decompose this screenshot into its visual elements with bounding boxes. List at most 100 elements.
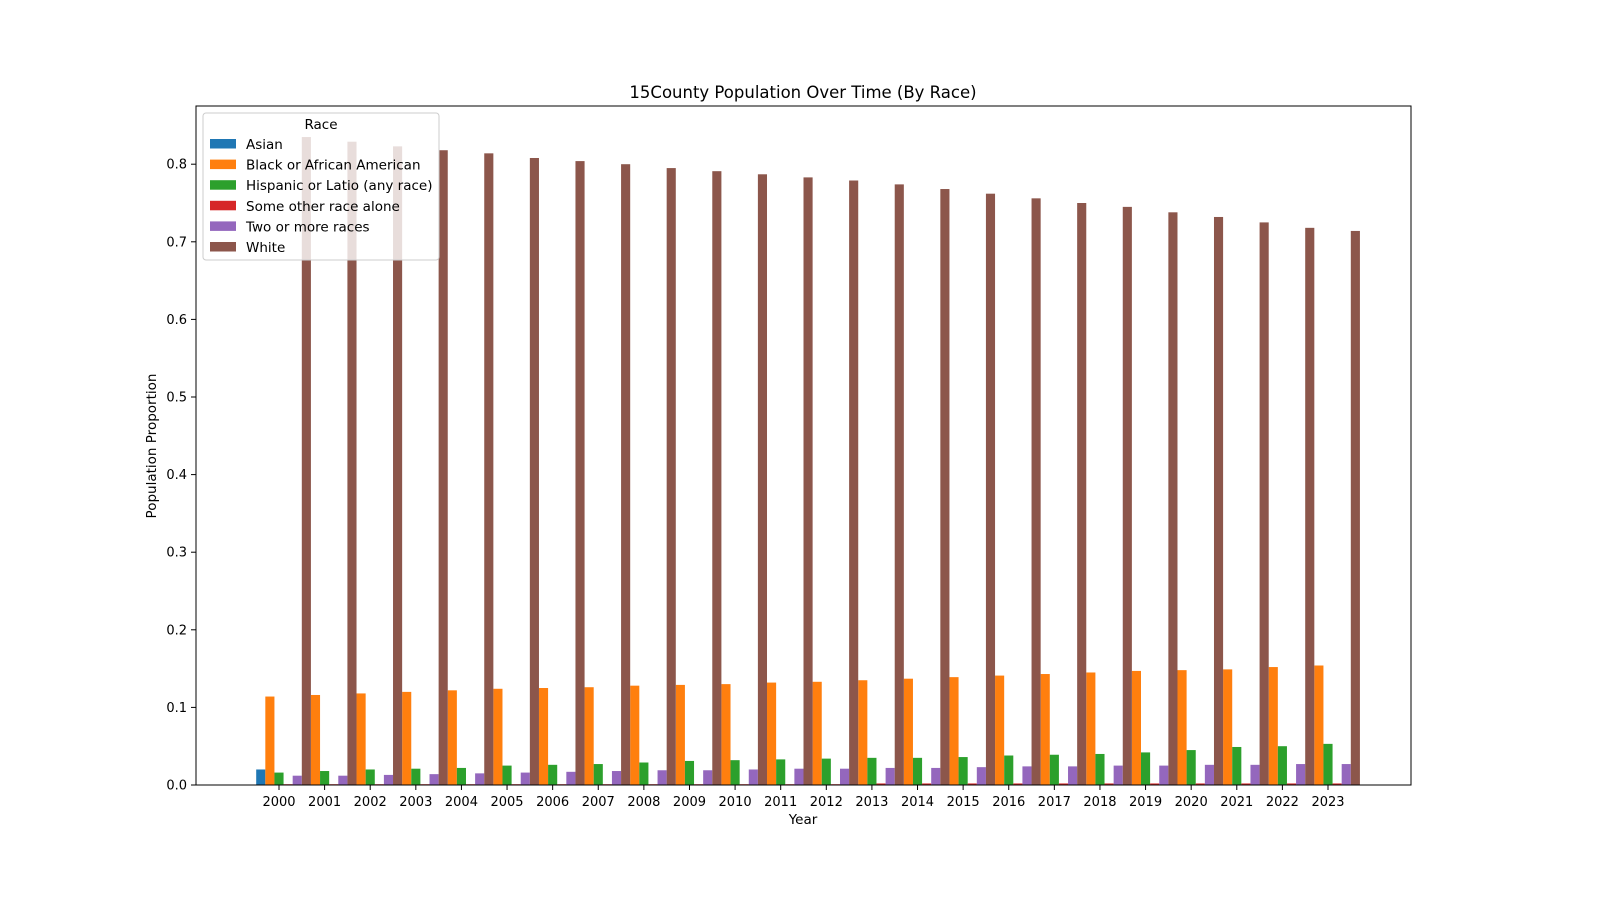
- bar: [958, 757, 968, 785]
- legend-label: Black or African American: [246, 158, 421, 174]
- bar: [1277, 746, 1287, 785]
- bar: [867, 757, 877, 785]
- bar: [1150, 783, 1160, 785]
- bar: [447, 690, 457, 785]
- x-tick-label: 2008: [627, 795, 660, 810]
- x-tick-label: 2002: [354, 795, 387, 810]
- bar: [912, 757, 923, 785]
- bar: [1141, 752, 1151, 785]
- bar: [1241, 783, 1251, 785]
- bar: [356, 693, 366, 785]
- bar: [429, 774, 439, 785]
- bar: [703, 770, 713, 785]
- bar: [776, 759, 786, 785]
- bar: [611, 771, 622, 785]
- bar: [757, 174, 768, 786]
- y-tick-label: 0.8: [166, 158, 187, 173]
- x-tick-label: 2001: [308, 795, 341, 810]
- bar: [876, 783, 886, 785]
- y-tick-label: 0.3: [166, 546, 187, 561]
- bar: [475, 773, 485, 785]
- y-tick-label: 0.7: [166, 235, 187, 250]
- legend-label: Some other race alone: [246, 199, 400, 215]
- bar: [666, 168, 676, 785]
- bar: [584, 687, 594, 785]
- legend-title: Race: [304, 117, 337, 133]
- bar: [894, 184, 904, 785]
- x-tick-label: 2016: [992, 795, 1025, 810]
- bar: [794, 768, 804, 785]
- bar: [712, 171, 722, 785]
- legend-entry: Asian: [210, 137, 283, 153]
- legend-label: White: [246, 240, 285, 256]
- bar: [1068, 766, 1078, 785]
- legend-entry: White: [210, 240, 285, 256]
- bar: [529, 157, 539, 786]
- plot-frame: [195, 105, 1412, 786]
- legend-swatch: [210, 242, 236, 252]
- bar: [493, 688, 503, 785]
- bar: [967, 783, 977, 785]
- x-tick-label: 2010: [719, 795, 752, 810]
- bar: [256, 769, 266, 785]
- bar: [931, 767, 941, 785]
- bar: [301, 137, 311, 786]
- bar: [1113, 765, 1123, 785]
- legend-entry: Black or African American: [210, 158, 421, 174]
- bar: [858, 680, 868, 785]
- y-axis-label: Population Proportion: [144, 374, 160, 519]
- bar: [310, 694, 321, 785]
- bar: [338, 775, 348, 785]
- bar: [1159, 765, 1169, 785]
- bar: [940, 189, 950, 785]
- bar: [803, 177, 813, 785]
- bar: [1223, 669, 1233, 785]
- bar: [1259, 222, 1269, 785]
- y-tick-label: 0.1: [166, 701, 187, 716]
- legend-label: Hispanic or Latio (any race): [246, 178, 432, 194]
- bar: [484, 153, 494, 786]
- y-tick-label: 0.0: [166, 779, 187, 794]
- legend-swatch: [210, 180, 236, 190]
- bar: [812, 681, 822, 785]
- legend-entry: Two or more races: [210, 219, 370, 235]
- legend-box: [202, 112, 440, 261]
- bar: [675, 684, 685, 785]
- bar: [922, 783, 932, 785]
- bar: [995, 675, 1005, 785]
- legend-entry: Some other race alone: [210, 199, 400, 215]
- bar: [639, 762, 649, 785]
- y-tick-label: 0.5: [166, 391, 187, 406]
- x-tick-label: 2019: [1129, 795, 1162, 810]
- bar: [721, 684, 731, 785]
- bar: [1131, 670, 1141, 785]
- bar: [538, 688, 549, 785]
- legend-swatch: [210, 200, 236, 211]
- bar: [621, 164, 631, 785]
- legend-swatch: [210, 221, 236, 231]
- legend: Race Asian Black or African American Hispa…: [202, 112, 440, 261]
- x-tick-label: 2015: [947, 795, 980, 810]
- bar: [1250, 764, 1260, 785]
- bar: [1314, 665, 1324, 785]
- bar: [520, 772, 530, 785]
- x-tick-label: 2018: [1083, 795, 1116, 810]
- x-tick-label: 2020: [1175, 795, 1208, 810]
- bar: [1004, 755, 1014, 785]
- bar: [502, 765, 512, 785]
- bar: [402, 691, 412, 785]
- bar: [885, 767, 895, 785]
- bar: [1286, 783, 1297, 785]
- bar: [849, 180, 859, 785]
- bar: [767, 682, 777, 785]
- x-tick-label: 2023: [1311, 795, 1344, 810]
- bar: [1168, 212, 1178, 785]
- bar: [320, 771, 330, 785]
- bar: [575, 161, 585, 786]
- bar: [976, 767, 986, 785]
- bar: [1213, 216, 1224, 786]
- x-tick-label: 2014: [901, 795, 934, 810]
- bar: [566, 771, 576, 785]
- legend-entries: Asian Black or African American Hispanic o…: [210, 137, 432, 256]
